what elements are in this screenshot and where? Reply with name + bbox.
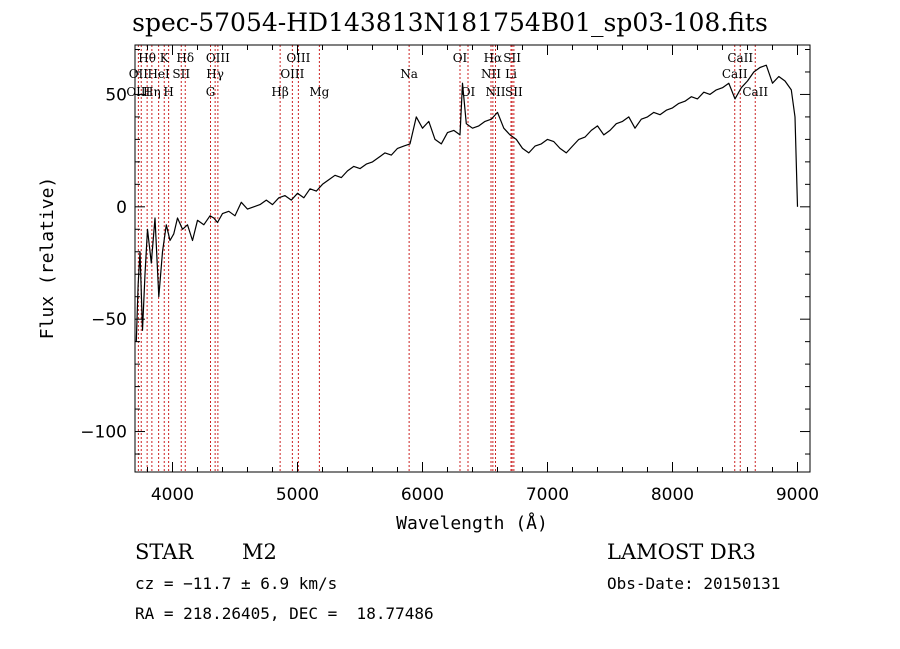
x-tick-label: 6000 <box>401 485 444 505</box>
line-label: Hβ <box>271 85 288 99</box>
line-label: Hθ <box>138 51 156 65</box>
emission-line-markers <box>137 45 756 472</box>
y-tick-label: 50 <box>105 85 127 105</box>
x-tick-label: 9000 <box>776 485 819 505</box>
y-axis-ticks: −100 −50 0 50 <box>80 48 810 455</box>
line-label: SII <box>503 51 521 65</box>
x-tick-label: 5000 <box>276 485 319 505</box>
line-label: OIII <box>286 51 310 65</box>
line-label: Hδ <box>176 51 194 65</box>
observation-date: Obs-Date: 20150131 <box>607 574 781 593</box>
plot-frame <box>134 44 811 473</box>
x-axis-label: Wavelength (Å) <box>396 512 548 534</box>
y-tick-label: −50 <box>91 310 127 330</box>
redshift-velocity: cz = −11.7 ± 6.9 km/s <box>135 574 338 593</box>
x-axis-ticks: 4000 5000 6000 7000 8000 9000 <box>147 45 819 505</box>
line-label: SII <box>505 85 523 99</box>
line-label: OII <box>129 67 149 81</box>
line-label: Hη <box>143 85 161 99</box>
chart-title: spec-57054-HD143813N181754B01_sp03-108.f… <box>132 8 768 37</box>
line-label: Na <box>400 67 418 81</box>
line-label: Hγ <box>206 67 224 81</box>
line-label: OI <box>461 85 476 99</box>
x-tick-label: 8000 <box>651 485 694 505</box>
spectrum-series <box>135 64 799 342</box>
line-label: HeI <box>147 67 170 81</box>
line-label: OI <box>453 51 468 65</box>
y-tick-label: 0 <box>116 198 127 218</box>
line-label: Li <box>505 67 517 81</box>
line-label: Mg <box>309 85 329 99</box>
y-tick-label: −100 <box>80 423 127 443</box>
line-label: NII <box>486 85 506 99</box>
line-label: H <box>163 85 173 99</box>
line-label: OIII <box>126 85 150 99</box>
line-label: OIII <box>280 67 304 81</box>
survey-name: LAMOST DR3 <box>607 540 756 564</box>
coordinates: RA = 218.26405, DEC = 18.77486 <box>135 604 434 623</box>
object-class: STAR <box>135 540 194 564</box>
y-axis-label: Flux (relative) <box>37 177 58 340</box>
object-subclass: M2 <box>242 540 277 564</box>
line-label: SII <box>172 67 190 81</box>
line-label: K <box>160 51 170 65</box>
line-label: G <box>206 85 216 99</box>
line-label: CaII <box>742 85 768 99</box>
line-label: CaII <box>722 67 748 81</box>
x-tick-label: 7000 <box>526 485 569 505</box>
spectrum-line <box>135 64 799 342</box>
x-tick-label: 4000 <box>151 485 194 505</box>
line-label: Hα <box>484 51 503 65</box>
line-label: OIII <box>206 51 230 65</box>
line-label: CaII <box>727 51 753 65</box>
line-label: NII <box>481 67 501 81</box>
